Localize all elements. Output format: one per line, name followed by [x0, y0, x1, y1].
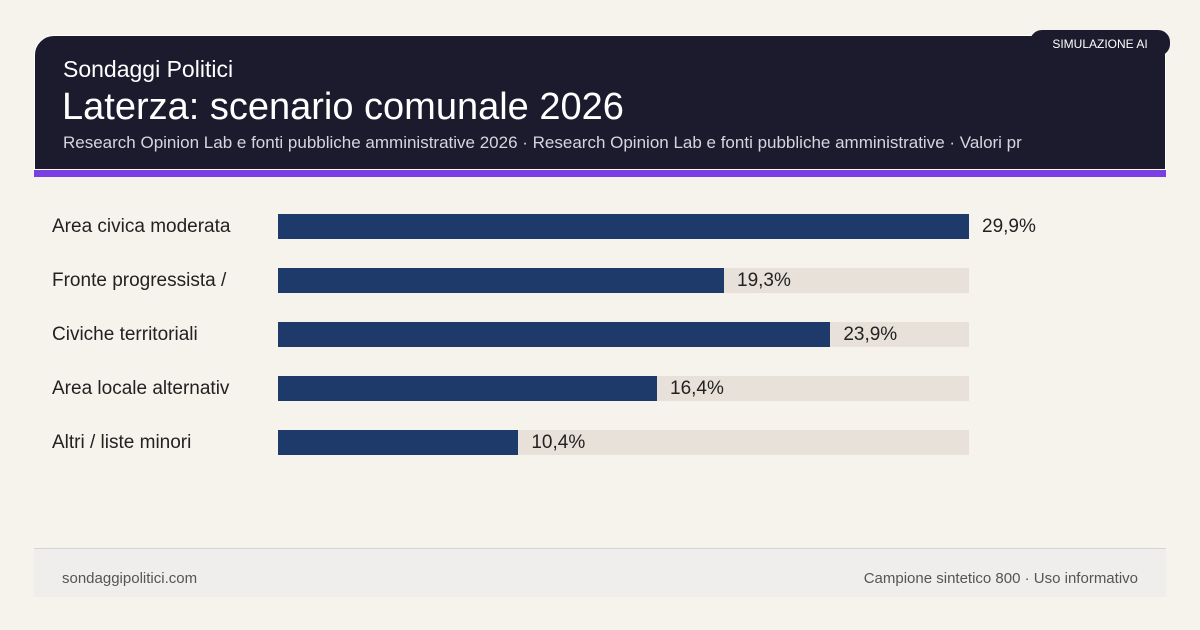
footer-note: Campione sintetico 800 · Uso informativo — [863, 570, 1138, 587]
site-link[interactable]: sondaggipolitici.com — [62, 570, 198, 587]
category-label: Fronte progressista / — [52, 270, 227, 291]
bar — [278, 268, 725, 293]
footer: sondaggipolitici.com Campione sintetico … — [34, 548, 1166, 597]
bar — [278, 376, 657, 401]
value-label: 19,3% — [737, 270, 791, 291]
bar — [278, 430, 519, 455]
bar — [278, 322, 831, 347]
category-label: Area civica moderata — [52, 216, 231, 237]
accent-bar — [34, 170, 1166, 177]
bar — [278, 214, 969, 239]
subtitle: Research Opinion Lab e fonti pubbliche a… — [63, 133, 1022, 152]
value-label: 16,4% — [670, 378, 724, 399]
chart-title: Laterza: scenario comunale 2026 — [62, 86, 624, 128]
category-label: Area locale alternativ — [52, 378, 230, 399]
value-label: 10,4% — [531, 432, 586, 453]
category-label: Altri / liste minori — [52, 432, 192, 453]
simulation-badge: SIMULAZIONE AI — [1030, 30, 1170, 56]
value-label: 29,9% — [982, 216, 1036, 237]
header: Sondaggi Politici Laterza: scenario comu… — [34, 35, 1166, 170]
category-label: Civiche territoriali — [52, 324, 198, 345]
kicker: Sondaggi Politici — [63, 56, 234, 82]
value-label: 23,9% — [843, 324, 898, 345]
